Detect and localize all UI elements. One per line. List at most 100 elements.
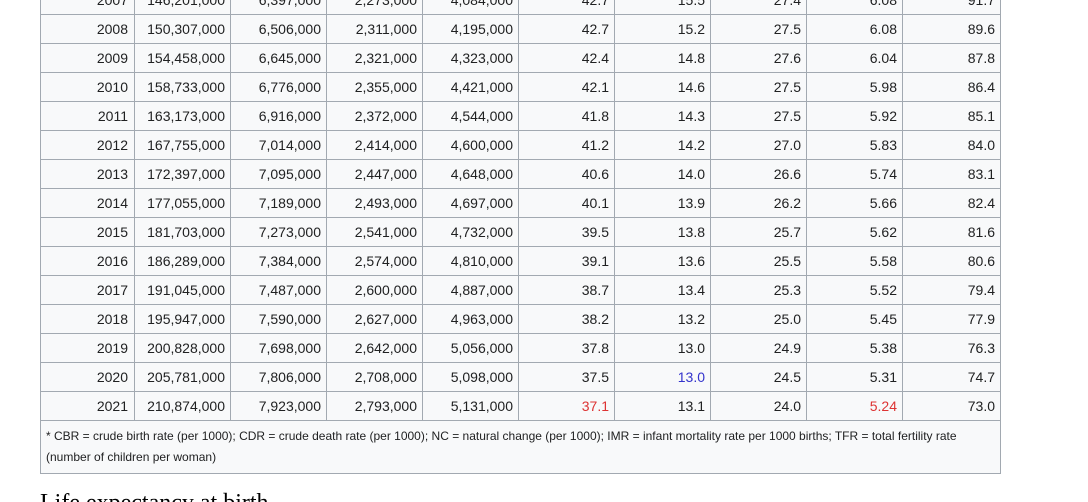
cell-natural-change-rate: 27.5 — [710, 101, 807, 131]
cell-live-births: 7,698,000 — [230, 333, 327, 363]
cell-infant-mortality-rate: 5.66 — [806, 188, 903, 218]
table-row: 2016 186,289,000 7,384,000 2,574,000 4,810,0… — [40, 246, 1001, 276]
cell-live-births: 6,506,000 — [230, 14, 327, 44]
cell-natural-change-rate: 26.2 — [710, 188, 807, 218]
cell-live-births: 7,487,000 — [230, 275, 327, 305]
cell-deaths: 2,627,000 — [326, 304, 423, 334]
cell-live-births: 7,014,000 — [230, 130, 327, 160]
cell-natural-change: 4,195,000 — [422, 14, 519, 44]
cell-crude-death-rate: 14.0 — [614, 159, 711, 189]
cell-natural-change-rate: 24.9 — [710, 333, 807, 363]
cell-crude-birth-rate: 37.1 — [518, 391, 615, 421]
cell-crude-birth-rate: 38.7 — [518, 275, 615, 305]
cell-year: 2020 — [40, 362, 135, 392]
cell-total-fertility-rate: 84.0 — [902, 130, 1001, 160]
cell-natural-change: 4,323,000 — [422, 43, 519, 73]
cell-year: 2021 — [40, 391, 135, 421]
cell-infant-mortality-rate: 5.52 — [806, 275, 903, 305]
cell-population: 158,733,000 — [134, 72, 231, 102]
cell-total-fertility-rate: 89.6 — [902, 14, 1001, 44]
cell-population: 163,173,000 — [134, 101, 231, 131]
cell-total-fertility-rate: 79.4 — [902, 275, 1001, 305]
footnote-row: * CBR = crude birth rate (per 1000); CDR… — [40, 420, 1001, 474]
cell-deaths: 2,493,000 — [326, 188, 423, 218]
cell-live-births: 7,384,000 — [230, 246, 327, 276]
cell-total-fertility-rate: 73.0 — [902, 391, 1001, 421]
cell-crude-birth-rate: 42.7 — [518, 14, 615, 44]
cell-crude-death-rate: 14.2 — [614, 130, 711, 160]
cell-total-fertility-rate: 83.1 — [902, 159, 1001, 189]
cell-live-births: 6,776,000 — [230, 72, 327, 102]
cell-natural-change-rate: 27.6 — [710, 43, 807, 73]
vital-statistics-table: 2007 146,201,000 6,397,000 2,273,000 4,084,0… — [40, 0, 1001, 474]
cell-natural-change: 5,131,000 — [422, 391, 519, 421]
cell-live-births: 7,590,000 — [230, 304, 327, 334]
cell-crude-birth-rate: 39.5 — [518, 217, 615, 247]
table-body: 2007 146,201,000 6,397,000 2,273,000 4,084,0… — [40, 0, 1001, 421]
cell-live-births: 7,189,000 — [230, 188, 327, 218]
cell-crude-birth-rate: 40.1 — [518, 188, 615, 218]
cell-year: 2016 — [40, 246, 135, 276]
cell-deaths: 2,793,000 — [326, 391, 423, 421]
cell-deaths: 2,355,000 — [326, 72, 423, 102]
cell-infant-mortality-rate: 5.58 — [806, 246, 903, 276]
cell-deaths: 2,541,000 — [326, 217, 423, 247]
cell-year: 2008 — [40, 14, 135, 44]
cell-natural-change-rate: 25.0 — [710, 304, 807, 334]
cell-natural-change: 4,600,000 — [422, 130, 519, 160]
cell-infant-mortality-rate: 6.04 — [806, 43, 903, 73]
cell-year: 2015 — [40, 217, 135, 247]
cell-natural-change: 4,648,000 — [422, 159, 519, 189]
cell-natural-change-rate: 24.5 — [710, 362, 807, 392]
cell-natural-change-rate: 24.0 — [710, 391, 807, 421]
cell-total-fertility-rate: 74.7 — [902, 362, 1001, 392]
cell-natural-change: 5,056,000 — [422, 333, 519, 363]
cell-infant-mortality-rate: 5.45 — [806, 304, 903, 334]
cell-crude-death-rate: 14.6 — [614, 72, 711, 102]
cell-crude-death-rate: 15.2 — [614, 14, 711, 44]
cell-population: 181,703,000 — [134, 217, 231, 247]
cell-total-fertility-rate: 87.8 — [902, 43, 1001, 73]
cell-deaths: 2,414,000 — [326, 130, 423, 160]
cell-population: 146,201,000 — [134, 0, 231, 15]
section-heading: Life expectancy at birth — [40, 490, 269, 502]
cell-infant-mortality-rate: 5.24 — [806, 391, 903, 421]
cell-live-births: 6,916,000 — [230, 101, 327, 131]
cell-deaths: 2,600,000 — [326, 275, 423, 305]
cell-crude-death-rate: 13.9 — [614, 188, 711, 218]
cell-crude-death-rate: 13.4 — [614, 275, 711, 305]
cell-population: 154,458,000 — [134, 43, 231, 73]
cell-live-births: 7,923,000 — [230, 391, 327, 421]
cell-deaths: 2,273,000 — [326, 0, 423, 15]
table-row: 2012 167,755,000 7,014,000 2,414,000 4,600,0… — [40, 130, 1001, 160]
cell-infant-mortality-rate: 5.74 — [806, 159, 903, 189]
cell-natural-change: 4,697,000 — [422, 188, 519, 218]
cell-live-births: 6,397,000 — [230, 0, 327, 15]
table-row: 2011 163,173,000 6,916,000 2,372,000 4,544,0… — [40, 101, 1001, 131]
cell-population: 186,289,000 — [134, 246, 231, 276]
cell-natural-change: 5,098,000 — [422, 362, 519, 392]
cell-natural-change-rate: 27.0 — [710, 130, 807, 160]
cell-infant-mortality-rate: 6.08 — [806, 0, 903, 15]
cell-live-births: 7,806,000 — [230, 362, 327, 392]
cell-population: 195,947,000 — [134, 304, 231, 334]
table-row: 2018 195,947,000 7,590,000 2,627,000 4,963,0… — [40, 304, 1001, 334]
table-row: 2009 154,458,000 6,645,000 2,321,000 4,323,0… — [40, 43, 1001, 73]
cell-infant-mortality-rate: 5.92 — [806, 101, 903, 131]
cell-crude-birth-rate: 41.2 — [518, 130, 615, 160]
table-row: 2010 158,733,000 6,776,000 2,355,000 4,421,0… — [40, 72, 1001, 102]
cell-live-births: 6,645,000 — [230, 43, 327, 73]
table-row: 2020 205,781,000 7,806,000 2,708,000 5,098,0… — [40, 362, 1001, 392]
cell-natural-change: 4,421,000 — [422, 72, 519, 102]
cell-crude-birth-rate: 37.5 — [518, 362, 615, 392]
cell-natural-change: 4,963,000 — [422, 304, 519, 334]
cell-infant-mortality-rate: 5.31 — [806, 362, 903, 392]
cell-population: 200,828,000 — [134, 333, 231, 363]
cell-deaths: 2,372,000 — [326, 101, 423, 131]
cell-year: 2018 — [40, 304, 135, 334]
cell-natural-change-rate: 25.7 — [710, 217, 807, 247]
cell-crude-death-rate: 13.8 — [614, 217, 711, 247]
table-row: 2014 177,055,000 7,189,000 2,493,000 4,697,0… — [40, 188, 1001, 218]
table-row: 2008 150,307,000 6,506,000 2,311,000 4,195,0… — [40, 14, 1001, 44]
cell-population: 177,055,000 — [134, 188, 231, 218]
